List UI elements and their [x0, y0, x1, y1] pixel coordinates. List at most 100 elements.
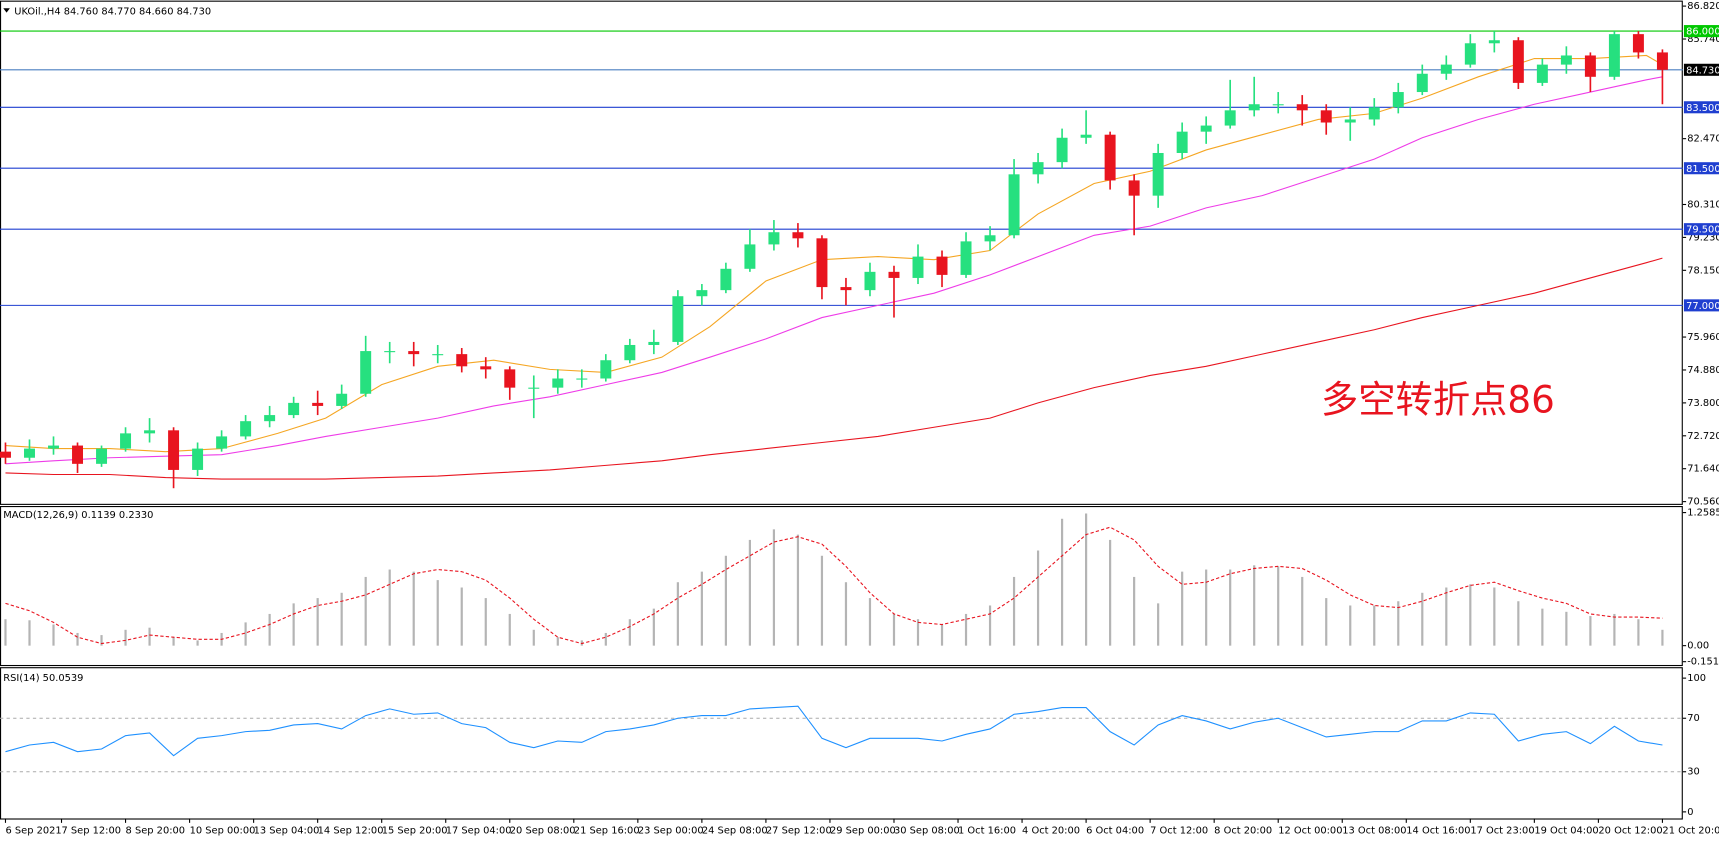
- x-tick-label: 20 Oct 12:00: [1598, 826, 1662, 837]
- level-label-box: [1683, 101, 1719, 114]
- candle-body: [1008, 174, 1020, 236]
- y-tick-label: 86.820: [1687, 1, 1719, 12]
- macd-histogram-bar: [412, 571, 415, 646]
- level-label-box: [1683, 299, 1719, 312]
- chart-title: UKOil.,H4 84.760 84.770 84.660 84.730: [14, 7, 211, 18]
- candle-body: [888, 271, 900, 278]
- candle-body: [312, 402, 324, 406]
- candle-body: [1248, 104, 1260, 111]
- macd-histogram-bar: [1397, 601, 1400, 646]
- macd-histogram-bar: [4, 619, 7, 646]
- macd-histogram-bar: [268, 613, 271, 646]
- y-tick-label: 72.720: [1687, 431, 1719, 442]
- y-tick-label: 74.880: [1687, 365, 1719, 376]
- level-label-box: [1683, 25, 1719, 38]
- x-tick-label: 20 Sep 08:00: [510, 826, 576, 837]
- candle-body: [576, 378, 588, 380]
- macd-histogram-bar: [1133, 576, 1136, 646]
- candle-body: [1608, 34, 1620, 77]
- candle-body: [1224, 110, 1236, 126]
- macd-histogram-bar: [1277, 566, 1280, 646]
- macd-histogram-bar: [1541, 608, 1544, 646]
- y-tick-label: 0: [1687, 807, 1693, 818]
- x-tick-label: 13 Sep 04:00: [254, 826, 320, 837]
- macd-histogram-bar: [1205, 569, 1208, 646]
- macd-histogram-bar: [172, 637, 175, 646]
- y-tick-label: 30: [1687, 767, 1700, 778]
- level-label-box: [1683, 63, 1719, 76]
- x-tick-label: 24 Sep 08:00: [702, 826, 768, 837]
- candle-body: [480, 366, 492, 370]
- level-label: 81.500: [1686, 164, 1719, 175]
- x-tick-label: 1 Oct 16:00: [958, 826, 1016, 837]
- y-tick-label: 79.230: [1687, 232, 1719, 243]
- candle-body: [0, 451, 11, 458]
- x-tick-label: 14 Sep 12:00: [318, 826, 384, 837]
- macd-histogram-bar: [340, 592, 343, 646]
- candle-body: [1416, 73, 1428, 93]
- macd-histogram-bar: [796, 534, 800, 646]
- candle-body: [432, 354, 444, 356]
- y-tick-label: 100: [1687, 673, 1706, 684]
- macd-histogram-bar: [1229, 569, 1232, 646]
- macd-histogram-bar: [940, 624, 944, 646]
- level-label: 86.000: [1686, 27, 1719, 38]
- candle-body: [1032, 162, 1044, 175]
- candle-body: [1104, 134, 1116, 181]
- y-tick-label: 82.470: [1687, 134, 1719, 145]
- level-label-box: [1683, 162, 1719, 175]
- candle-body: [1440, 64, 1452, 74]
- macd-histogram-bar: [628, 619, 631, 646]
- candle-body: [360, 351, 372, 394]
- y-tick-label: 75.960: [1687, 332, 1719, 343]
- candle-body: [648, 341, 660, 345]
- x-tick-label: 23 Sep 00:00: [638, 826, 704, 837]
- price-panel-frame: [0, 0, 1683, 505]
- candle-body: [336, 393, 348, 406]
- macd-histogram-bar: [1613, 613, 1616, 646]
- y-tick-label: 85.740: [1687, 34, 1719, 45]
- candle-body: [24, 448, 35, 458]
- candle-body: [1536, 64, 1548, 83]
- level-label: 84.730: [1686, 65, 1719, 76]
- macd-histogram-bar: [460, 587, 463, 646]
- candle-body: [408, 351, 420, 355]
- macd-histogram-bar: [52, 624, 55, 646]
- moving-average: [5, 257, 1663, 480]
- macd-signal-line: [5, 526, 1663, 645]
- candle-body: [1560, 55, 1572, 65]
- y-tick-label: 78.150: [1687, 265, 1719, 276]
- candle-body: [1488, 40, 1500, 44]
- candle-body: [912, 256, 924, 278]
- y-tick-label: 71.640: [1687, 464, 1719, 475]
- macd-histogram-bar: [724, 555, 727, 646]
- x-tick-label: 21 Oct 20:00: [1662, 826, 1719, 837]
- macd-histogram-bar: [1421, 592, 1424, 646]
- x-tick-label: 7 Sep 12:00: [62, 826, 122, 837]
- macd-histogram-bar: [1661, 629, 1664, 646]
- candle-body: [624, 344, 636, 361]
- macd-histogram-bar: [772, 529, 776, 646]
- candle-body: [696, 290, 708, 297]
- candle-body: [1464, 43, 1476, 65]
- macd-histogram-bar: [556, 637, 559, 646]
- level-label-box: [1683, 223, 1719, 236]
- candle-body: [504, 369, 516, 388]
- macd-histogram-bar: [1349, 605, 1352, 646]
- macd-histogram-bar: [1493, 587, 1496, 646]
- macd-histogram-bar: [292, 603, 295, 646]
- candle-body: [1392, 92, 1404, 108]
- macd-histogram-bar: [1589, 616, 1592, 646]
- macd-histogram-bar: [916, 619, 920, 646]
- macd-histogram-bar: [508, 613, 511, 646]
- macd-histogram-bar: [316, 598, 319, 646]
- macd-histogram-bar: [1637, 619, 1640, 646]
- macd-histogram-bar: [988, 605, 992, 646]
- macd-histogram-bar: [196, 640, 199, 646]
- candle-body: [1152, 152, 1164, 196]
- y-tick-label: 1.2585: [1687, 508, 1719, 519]
- candle-body: [552, 378, 564, 388]
- collapse-icon: [3, 8, 10, 13]
